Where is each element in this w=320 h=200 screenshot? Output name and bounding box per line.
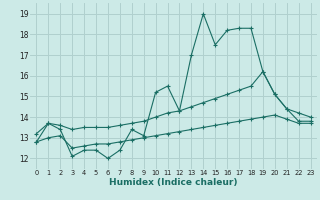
X-axis label: Humidex (Indice chaleur): Humidex (Indice chaleur) [109,178,238,187]
